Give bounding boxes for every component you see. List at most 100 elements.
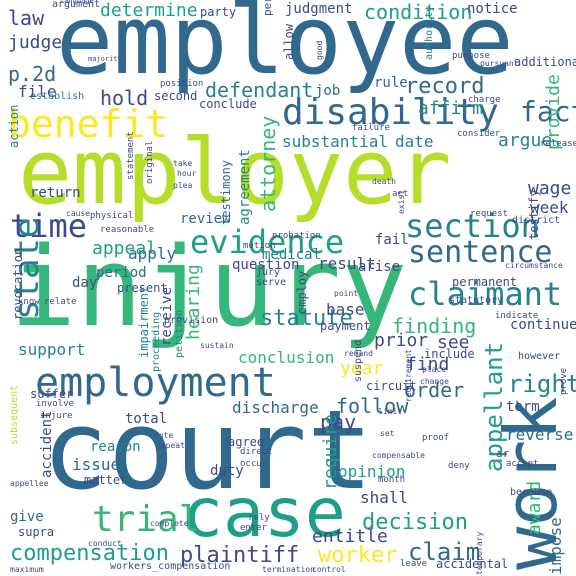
- word: job: [315, 83, 341, 99]
- word: attorney: [256, 115, 280, 212]
- word: take: [173, 159, 193, 168]
- word: injure: [40, 411, 73, 421]
- word: ar: [496, 447, 510, 460]
- word: fail: [375, 232, 409, 248]
- word: claim: [408, 538, 481, 566]
- word: failure: [352, 123, 390, 133]
- word: case: [182, 474, 346, 553]
- word: maximum: [10, 565, 44, 574]
- word: involve: [36, 399, 74, 409]
- word: plea: [173, 181, 193, 190]
- word: consider: [457, 129, 501, 139]
- word: argue: [498, 130, 553, 151]
- word: period: [96, 265, 147, 281]
- word: death: [372, 177, 397, 186]
- word: plaintiff: [180, 543, 300, 568]
- word: deny: [448, 461, 470, 471]
- word: employee: [56, 0, 514, 96]
- word: wage: [528, 178, 572, 199]
- word: appellee: [10, 479, 49, 488]
- word: evidence: [190, 223, 345, 261]
- word: allow: [282, 23, 296, 60]
- word: sustain: [200, 341, 234, 350]
- word: review: [180, 211, 231, 227]
- word: arise: [358, 259, 401, 275]
- word: set: [380, 429, 395, 438]
- word: suffer: [30, 387, 74, 401]
- word: compensable: [372, 451, 425, 460]
- word: request: [470, 209, 508, 219]
- word: permanent: [452, 275, 518, 289]
- word: perform: [261, 0, 274, 16]
- word: hour: [177, 169, 197, 178]
- word: judgment: [285, 1, 353, 17]
- word: language: [60, 0, 94, 5]
- word: action: [7, 104, 21, 148]
- word: proceeding: [151, 311, 162, 372]
- word: remand: [344, 349, 373, 358]
- word: repeat: [156, 441, 185, 450]
- word: workers_compensation: [110, 561, 231, 572]
- word: proof: [422, 433, 450, 443]
- word: determine: [100, 0, 198, 21]
- word: suspend: [353, 339, 364, 382]
- word: serve: [256, 277, 287, 288]
- word: appeal: [92, 238, 158, 259]
- word: motion: [243, 241, 276, 251]
- word: majority: [88, 55, 122, 63]
- word: revocation: [11, 247, 25, 320]
- word: issue: [72, 455, 121, 474]
- word: control: [312, 565, 346, 574]
- word: occur: [240, 459, 268, 469]
- word: statute: [260, 306, 353, 331]
- word: question: [232, 257, 300, 273]
- word: shall: [360, 488, 409, 507]
- word: supra: [18, 525, 55, 539]
- word: accept: [506, 459, 539, 469]
- word: defendant: [205, 78, 314, 102]
- word: petition: [174, 309, 185, 358]
- word: exist: [397, 189, 406, 214]
- word: require: [320, 414, 341, 490]
- word: pursuant: [480, 59, 519, 68]
- word: term: [506, 399, 540, 415]
- word: record: [405, 74, 485, 99]
- word: conclusion: [238, 348, 335, 367]
- word: enter: [240, 523, 268, 533]
- word: reverse: [506, 425, 574, 444]
- word: trial: [92, 499, 201, 540]
- word: pay: [320, 410, 357, 434]
- word: know: [18, 297, 40, 307]
- word: prove: [559, 367, 569, 395]
- word: cause: [66, 209, 91, 218]
- word: good: [315, 40, 324, 60]
- word: week: [530, 198, 569, 217]
- word: day: [72, 275, 98, 291]
- word: probation: [272, 231, 321, 241]
- word: physical: [90, 211, 134, 221]
- word: employ: [295, 270, 309, 314]
- word: agree: [228, 435, 265, 449]
- word: section: [405, 207, 540, 245]
- word: agreement: [237, 149, 253, 225]
- word: change: [420, 377, 449, 386]
- word: indicate: [495, 311, 539, 321]
- word: disability: [282, 92, 499, 133]
- word: impose: [546, 517, 565, 575]
- word: direct: [240, 447, 273, 457]
- word: impairment: [137, 285, 151, 358]
- word: argument: [52, 0, 101, 10]
- word: accidental: [436, 557, 509, 571]
- word: circuit: [366, 379, 417, 393]
- word: p.2d: [8, 62, 57, 86]
- word: base: [326, 300, 365, 319]
- word: return: [30, 185, 81, 201]
- word: condition: [364, 0, 473, 24]
- word: statutory: [449, 295, 504, 306]
- word: conclude: [199, 97, 257, 111]
- word: sentence: [408, 235, 553, 270]
- word: judge: [8, 32, 63, 53]
- word: substantial: [282, 132, 388, 151]
- word: conduct: [88, 539, 122, 548]
